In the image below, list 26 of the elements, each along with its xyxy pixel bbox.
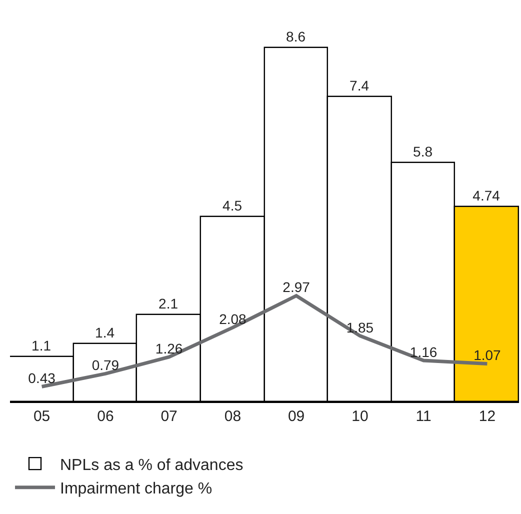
- data-label: 2.1: [158, 295, 178, 312]
- x-tick-label: 05: [33, 408, 50, 426]
- data-label: 7.4: [350, 77, 370, 94]
- x-tick-label: 12: [478, 408, 496, 426]
- x-tick-label: 10: [352, 408, 368, 426]
- data-label: 1.85: [346, 319, 374, 336]
- data-label: 1.07: [474, 347, 502, 364]
- data-label: 4.74: [472, 187, 500, 204]
- data-label: 0.43: [28, 370, 56, 386]
- data-label: 0.79: [92, 357, 120, 374]
- x-tick-label: 07: [160, 408, 178, 426]
- x-tick-label: 08: [224, 408, 242, 426]
- x-tick-label: 11: [416, 408, 432, 426]
- data-label: 1.26: [155, 340, 183, 356]
- data-label: 1.1: [32, 337, 52, 354]
- data-label: 2.08: [219, 311, 247, 328]
- data-label: 8.6: [286, 28, 306, 44]
- legend-label: NPLs as a % of advances: [60, 456, 244, 474]
- data-label: 1.4: [95, 324, 115, 340]
- x-tick-label: 09: [288, 408, 305, 426]
- legend-label: Impairment charge %: [60, 480, 212, 498]
- x-tick-label: 06: [97, 408, 114, 426]
- data-label: 4.5: [222, 197, 242, 214]
- data-label: 2.97: [282, 279, 310, 296]
- data-label: 1.16: [410, 344, 438, 360]
- data-label: 5.8: [413, 143, 433, 160]
